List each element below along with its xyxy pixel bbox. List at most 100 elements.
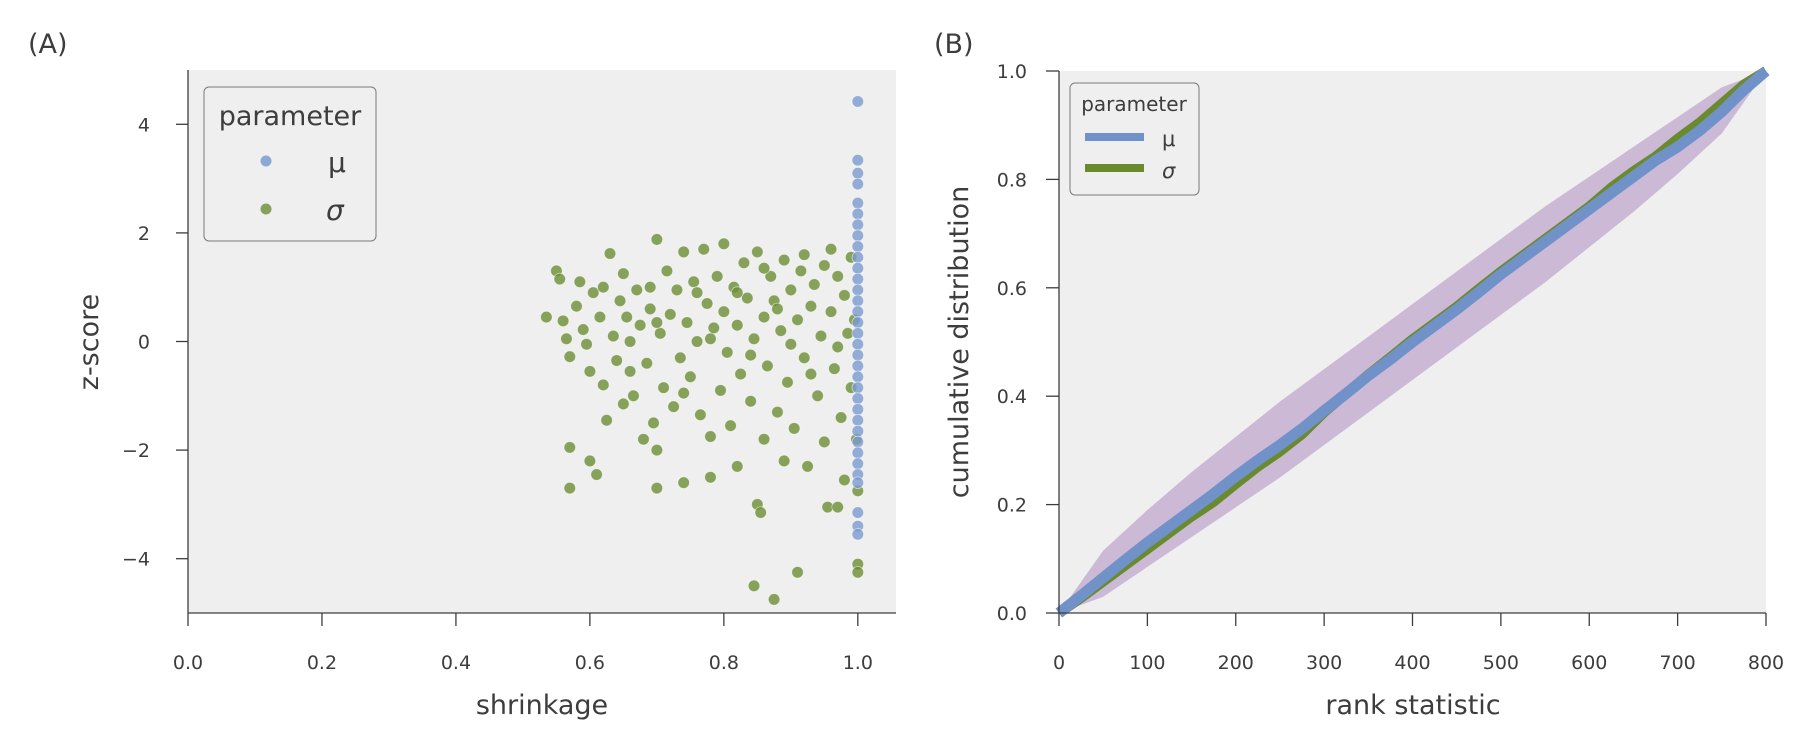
panel-a-point-sigma — [761, 359, 774, 373]
panel-a-point-sigma — [600, 414, 613, 427]
panel-a-point-sigma — [717, 305, 731, 318]
panel-a-point-sigma — [563, 350, 576, 363]
panel-a-point-sigma — [774, 324, 787, 337]
panel-a-x-tick-label: 1.0 — [843, 652, 873, 674]
panel-a-point-sigma — [791, 313, 804, 326]
panel-a-point-sigma — [811, 389, 824, 403]
panel-a-point-sigma — [757, 261, 771, 275]
panel-a-point-sigma — [643, 302, 657, 316]
panel-a-point-sigma — [620, 310, 633, 324]
panel-a-point-mu — [851, 446, 865, 460]
panel-a-x-label: shrinkage — [476, 690, 608, 721]
panel-a-point-sigma — [777, 454, 791, 468]
panel-b-x-ticks: 0 100 200 300 400 500 600 700 800 — [1053, 613, 1784, 674]
panel-a-point-sigma — [640, 357, 654, 370]
panel-a-point-sigma — [590, 468, 603, 481]
panel-a-point-sigma — [677, 386, 690, 400]
panel-a-point-sigma — [587, 286, 600, 299]
panel-a-y-tick-label: 0 — [138, 332, 150, 354]
panel-b-legend-mu-label: μ — [1162, 127, 1175, 151]
panel-a: (A) 0.0 0.2 0.4 0.6 0.8 1.0 −4 −2 0 2 4 shrinkage… — [28, 29, 896, 721]
panel-a-point-mu — [851, 95, 865, 108]
panel-b-x-tick-label: 400 — [1394, 652, 1430, 674]
panel-a-x-tick-label: 0.4 — [441, 652, 471, 674]
panel-a-point-sigma — [597, 281, 610, 294]
panel-a-legend-sigma-marker — [260, 203, 272, 215]
panel-a-points — [540, 95, 865, 606]
panel-a-point-sigma — [731, 319, 744, 332]
panel-a-legend-sigma-label: σ — [326, 194, 345, 227]
panel-a-point-sigma — [697, 242, 710, 256]
panel-a-point-sigma — [721, 346, 734, 359]
panel-a-point-mu — [851, 316, 865, 329]
panel-b-y-tick-label: 0.2 — [997, 495, 1027, 517]
panel-a-point-sigma — [627, 389, 640, 403]
panel-a-point-sigma — [617, 397, 630, 411]
panel-a-point-sigma — [677, 476, 690, 489]
panel-a-point-sigma — [737, 256, 751, 269]
panel-a-point-sigma — [771, 302, 784, 316]
panel-a-point-mu — [851, 338, 865, 351]
panel-a-x-tick-label: 0.8 — [709, 652, 739, 674]
panel-b-x-tick-label: 200 — [1218, 652, 1254, 674]
panel-a-point-sigma — [824, 305, 838, 318]
panel-a-point-mu — [851, 457, 865, 470]
panel-a-point-sigma — [650, 443, 664, 457]
panel-a-point-mu — [851, 207, 865, 221]
panel-a-point-sigma — [777, 253, 791, 267]
panel-a-point-sigma — [714, 384, 727, 397]
panel-a-point-mu — [851, 403, 865, 416]
panel-a-point-sigma — [633, 319, 647, 332]
panel-b-x-tick-label: 800 — [1748, 652, 1784, 674]
panel-a-point-sigma — [690, 286, 704, 299]
panel-a-point-sigma — [791, 566, 804, 579]
panel-a-point-sigma — [771, 405, 784, 419]
panel-a-point-sigma — [573, 275, 587, 288]
panel-a-point-sigma — [767, 593, 781, 606]
panel-a-point-sigma — [781, 376, 794, 389]
panel-a-point-sigma — [553, 272, 566, 286]
panel-a-point-sigma — [654, 327, 667, 340]
panel-a-point-sigma — [657, 381, 670, 394]
panel-a-point-sigma — [680, 316, 694, 329]
panel-b-y-label: cumulative distribution — [944, 186, 975, 499]
panel-a-point-sigma — [744, 395, 757, 408]
panel-a-point-mu — [851, 272, 865, 286]
panel-a-point-sigma — [623, 335, 637, 348]
panel-a-point-sigma — [583, 365, 597, 378]
panel-b-x-tick-label: 0 — [1053, 652, 1065, 674]
panel-b-y-tick-label: 0.8 — [997, 169, 1027, 191]
panel-a-x-tick-label: 0.6 — [575, 652, 605, 674]
panel-b: (B) 0 100 200 300 400 500 600 700 800 0.00.20.40… — [934, 29, 1784, 721]
panel-a-y-tick-label: −4 — [122, 549, 150, 571]
panel-a-point-sigma — [637, 433, 650, 446]
panel-a-point-sigma — [556, 314, 570, 328]
panel-a-point-sigma — [610, 354, 623, 367]
panel-a-point-sigma — [838, 473, 851, 487]
panel-a-point-sigma — [650, 233, 664, 246]
panel-a-legend-mu-marker — [260, 155, 272, 167]
panel-a-point-sigma — [650, 316, 664, 329]
panel-b-x-tick-label: 700 — [1659, 652, 1695, 674]
panel-a-point-sigma — [838, 289, 851, 302]
panel-a-point-sigma — [784, 338, 798, 351]
panel-a-point-sigma — [724, 419, 737, 432]
panel-a-point-mu — [851, 240, 865, 253]
panel-a-point-sigma — [757, 310, 771, 324]
panel-b-x-label: rank statistic — [1325, 690, 1500, 721]
panel-a-point-sigma — [603, 247, 617, 260]
panel-a-point-sigma — [794, 264, 808, 278]
panel-a-point-sigma — [623, 365, 637, 378]
panel-a-point-sigma — [818, 435, 831, 449]
panel-a-point-sigma — [798, 351, 811, 364]
panel-a-point-sigma — [540, 310, 553, 324]
panel-a-legend-box — [203, 86, 377, 242]
panel-a-point-mu — [851, 229, 865, 242]
panel-b-x-tick-label: 500 — [1483, 652, 1519, 674]
panel-a-point-sigma — [831, 270, 844, 283]
panel-a-point-sigma — [704, 430, 717, 443]
panel-a-point-sigma — [607, 329, 620, 343]
panel-a-point-mu — [851, 251, 865, 264]
panel-a-point-sigma — [677, 245, 690, 259]
